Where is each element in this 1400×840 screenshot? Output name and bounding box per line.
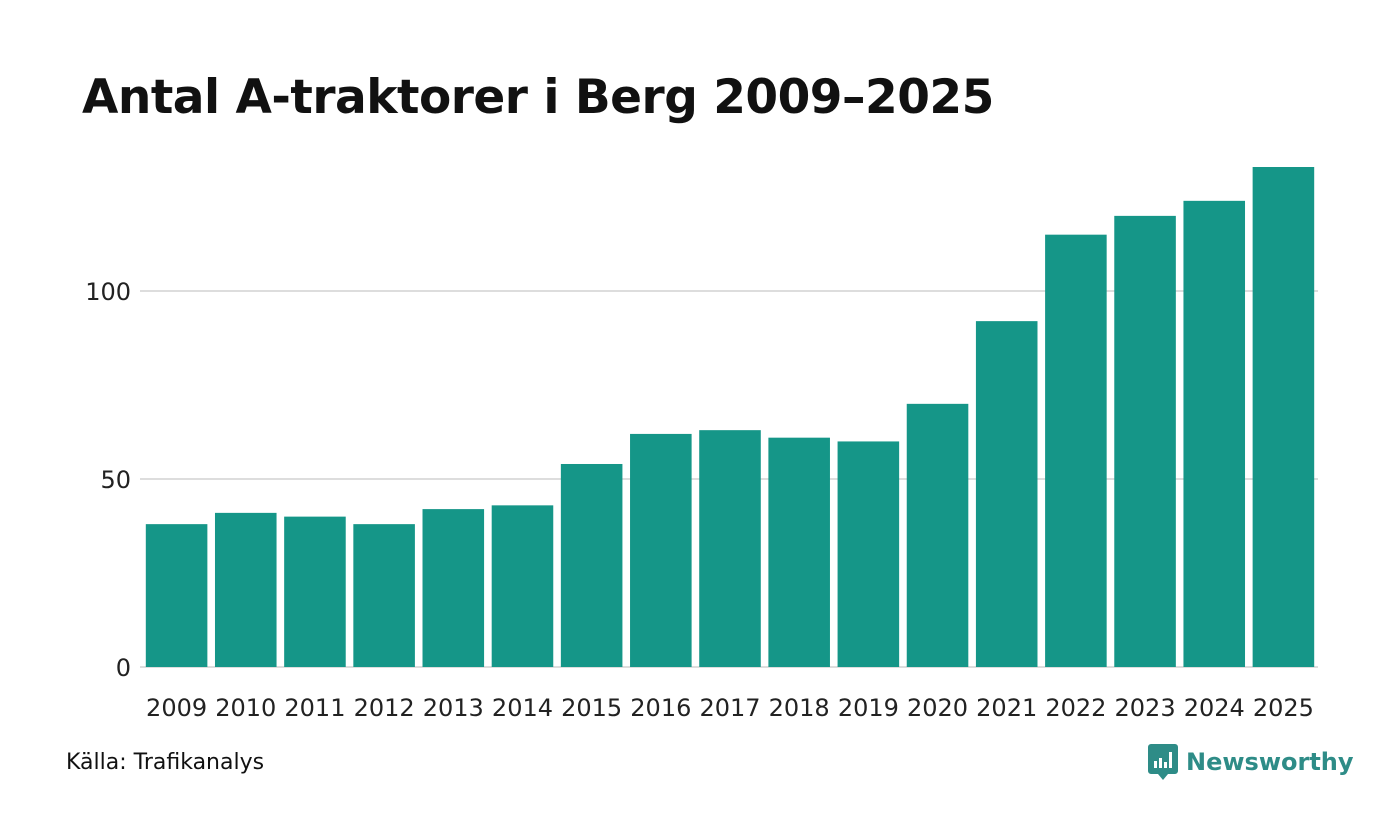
bar-2014 — [491, 505, 554, 667]
y-tick-label: 100 — [85, 278, 131, 306]
chart-title: Antal A-traktorer i Berg 2009–2025 — [82, 70, 994, 125]
x-tick-label: 2020 — [907, 694, 968, 722]
x-tick-label: 2015 — [561, 694, 622, 722]
x-tick-label: 2017 — [699, 694, 760, 722]
x-tick-label: 2011 — [284, 694, 345, 722]
brand: Newsworthy — [1148, 744, 1354, 780]
x-tick-label: 2013 — [423, 694, 484, 722]
x-tick-label: 2014 — [492, 694, 553, 722]
x-tick-label: 2019 — [838, 694, 899, 722]
bar-2020 — [906, 403, 969, 667]
bar-2017 — [699, 430, 761, 667]
bar-2018 — [768, 437, 830, 667]
bar-2024 — [1183, 200, 1246, 667]
x-tick-label: 2018 — [769, 694, 830, 722]
x-tick-label: 2024 — [1184, 694, 1245, 722]
x-tick-label: 2012 — [354, 694, 415, 722]
bar-2021 — [975, 321, 1038, 667]
y-tick-label: 50 — [100, 466, 131, 494]
bar-2015 — [560, 463, 623, 667]
x-tick-label: 2010 — [215, 694, 276, 722]
brand-name: Newsworthy — [1186, 748, 1354, 776]
x-tick-label: 2016 — [630, 694, 691, 722]
y-axis-tick-labels: 0 50 100 — [85, 278, 131, 682]
source-note: Källa: Trafikanalys — [66, 750, 265, 775]
x-tick-label: 2022 — [1045, 694, 1106, 722]
y-tick-label: 0 — [116, 654, 131, 682]
bar-2022 — [1045, 234, 1107, 667]
bar-2013 — [422, 509, 485, 667]
bar-2012 — [353, 524, 415, 667]
x-tick-label: 2023 — [1115, 694, 1176, 722]
bar-2019 — [837, 441, 900, 667]
x-tick-label: 2025 — [1253, 694, 1314, 722]
newsworthy-logo-icon — [1148, 744, 1178, 780]
bars — [145, 167, 1315, 667]
x-tick-label: 2021 — [976, 694, 1037, 722]
bar-2016 — [630, 433, 692, 667]
x-axis-tick-labels: 2009 2010 2011 2012 2013 2014 2015 2016 2017 2018… — [146, 694, 1314, 722]
bar-2025 — [1252, 167, 1315, 667]
bar-2009 — [145, 524, 208, 667]
x-tick-label: 2009 — [146, 694, 207, 722]
bar-2023 — [1114, 215, 1176, 667]
bar-2010 — [214, 512, 277, 667]
bar-2011 — [284, 516, 346, 667]
